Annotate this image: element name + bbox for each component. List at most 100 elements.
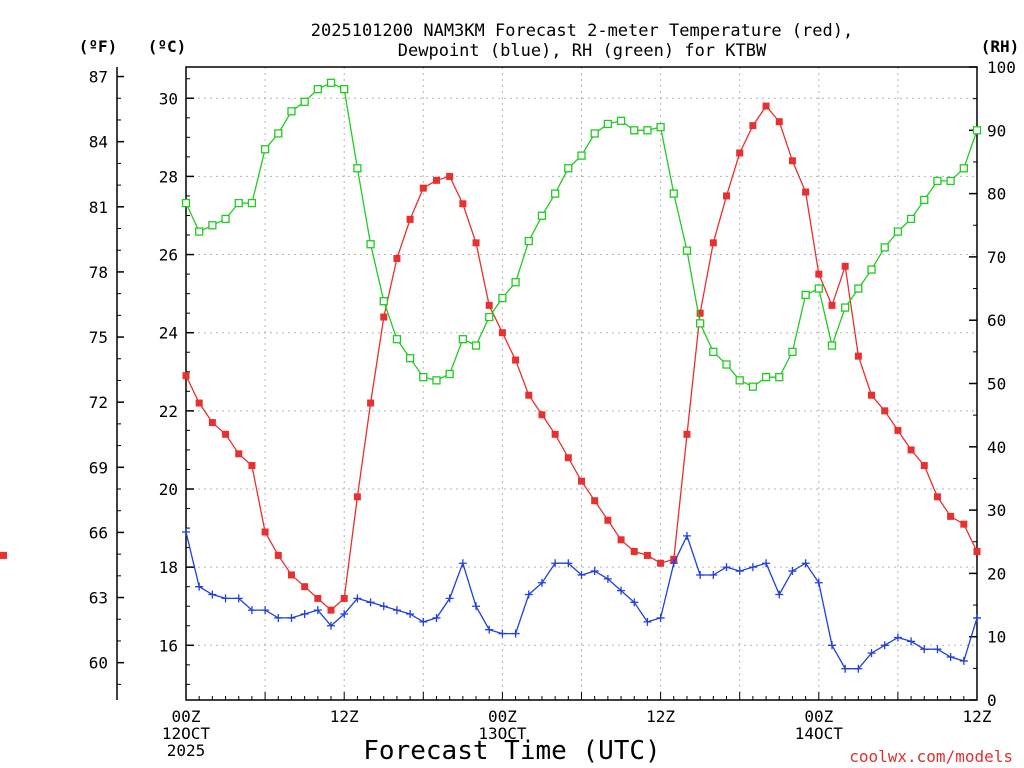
2-meter-temperature-point [235, 450, 243, 458]
2-meter-temperature-point [881, 407, 889, 415]
dewpoint-point [775, 590, 784, 599]
rh-point [880, 243, 889, 252]
rh-point [775, 373, 784, 382]
rh-point [326, 78, 336, 87]
dewpoint-point [933, 645, 942, 654]
rh-point [735, 376, 744, 385]
rh-point [392, 335, 402, 344]
rh-point [906, 214, 916, 224]
2-meter-temperature-point [551, 430, 559, 438]
dewpoint-point [762, 559, 771, 568]
dewpoint-point [313, 606, 322, 615]
fahrenheit-tick-label: 66 [89, 523, 108, 542]
rh-point [195, 227, 204, 236]
2-meter-temperature-point [432, 176, 440, 184]
2-meter-temperature-point [208, 419, 216, 427]
rh-point [471, 341, 481, 350]
dewpoint-line [185, 531, 978, 670]
rh-point [458, 335, 468, 344]
2-meter-temperature-point [643, 551, 651, 559]
2-meter-temperature-point [0, 551, 7, 559]
2-meter-temperature-point [736, 149, 744, 157]
2-meter-temperature-point [973, 548, 981, 556]
fahrenheit-tick-label: 60 [89, 654, 108, 673]
rh-point [550, 189, 560, 198]
2-meter-temperature-point [696, 309, 704, 317]
credit-text: coolwx.com/models [849, 747, 1013, 766]
rh-point [788, 347, 797, 357]
fahrenheit-tick-label: 75 [89, 328, 108, 347]
2-meter-temperature-point [222, 430, 230, 438]
2-meter-temperature-point [564, 454, 572, 462]
rh-tick-label: 50 [987, 375, 1006, 394]
x-axis-label: Forecast Time (UTC) [363, 736, 660, 766]
rh-point [630, 126, 639, 135]
celsius-tick-label: 24 [159, 324, 178, 343]
2-meter-temperature-point [314, 594, 322, 602]
2-meter-temperature-point [406, 215, 414, 223]
x-tick-label: 12Z [330, 707, 359, 726]
axes: 60 63 66 69 72 75 78 81 84 87 16 18 20 22 24 26 28 30 0 10 2… [89, 58, 1016, 760]
dewpoint-point [419, 617, 428, 626]
rh-point [696, 319, 705, 328]
2-meter-temperature-point [947, 512, 955, 520]
dewpoint-point [735, 567, 744, 576]
celsius-tick-label: 26 [159, 246, 178, 265]
dewpoint-point [617, 586, 626, 595]
2-meter-temperature-point [749, 122, 757, 130]
rh-point [709, 347, 718, 357]
x-tick-label: 00Z [172, 707, 201, 726]
rh-tick-label: 10 [987, 628, 1006, 647]
2-meter-temperature-point [775, 118, 783, 126]
rh-tick-label: 70 [987, 248, 1006, 267]
dewpoint-point [788, 567, 797, 576]
2-meter-temperature-point [327, 606, 335, 614]
dewpoint-point [841, 664, 850, 673]
rh-point [920, 195, 929, 205]
celsius-tick-label: 30 [159, 89, 178, 108]
rh-point [590, 129, 599, 138]
dewpoint-point [392, 606, 401, 615]
rh-tick-label: 40 [987, 438, 1006, 457]
rh-point [181, 198, 191, 208]
rh-point [221, 214, 230, 224]
dewpoint-point [432, 613, 441, 622]
rh-point [682, 246, 692, 255]
rh-point [524, 236, 533, 246]
celsius-tick-label: 28 [159, 167, 178, 186]
2-meter-temperature-point [894, 426, 902, 434]
rh-point [234, 198, 243, 208]
dewpoint-point [366, 598, 375, 607]
2-meter-temperature-point [367, 399, 375, 407]
2-meter-temperature-point [841, 262, 849, 270]
rh-point [933, 176, 942, 186]
2-meter-temperature-point [723, 192, 731, 200]
dewpoint-point [234, 594, 243, 603]
rh-point [445, 369, 454, 379]
dewpoint-point [867, 649, 876, 658]
rh-point [722, 360, 731, 369]
rh-point [761, 373, 771, 382]
dewpoint-point [577, 570, 586, 579]
rh-tick-label: 20 [987, 564, 1006, 583]
fahrenheit-tick-label: 69 [89, 458, 108, 477]
x-tick-label: 14OCT [795, 724, 844, 743]
rh-point [616, 116, 626, 125]
dewpoint-point [261, 606, 270, 615]
rh-tick-label: 100 [987, 58, 1016, 77]
chart-title-line-1: 2025101200 NAM3KM Forecast 2-meter Tempe… [311, 21, 853, 41]
dewpoint-point [551, 559, 560, 568]
rh-point [485, 312, 494, 322]
2-meter-temperature-point [617, 536, 625, 544]
dewpoint-point [590, 567, 599, 576]
2-meter-temperature-point [828, 301, 836, 309]
dewpoint-point [946, 653, 955, 662]
fahrenheit-tick-label: 78 [89, 263, 108, 282]
celsius-tick-label: 22 [159, 402, 178, 421]
celsius-tick-label: 20 [159, 480, 178, 499]
2-meter-temperature-point [788, 157, 796, 165]
dewpoint-point [511, 629, 520, 638]
fahrenheit-tick-label: 72 [89, 393, 108, 412]
2-meter-temperature-point [525, 391, 533, 399]
rh-tick-label: 80 [987, 185, 1006, 204]
